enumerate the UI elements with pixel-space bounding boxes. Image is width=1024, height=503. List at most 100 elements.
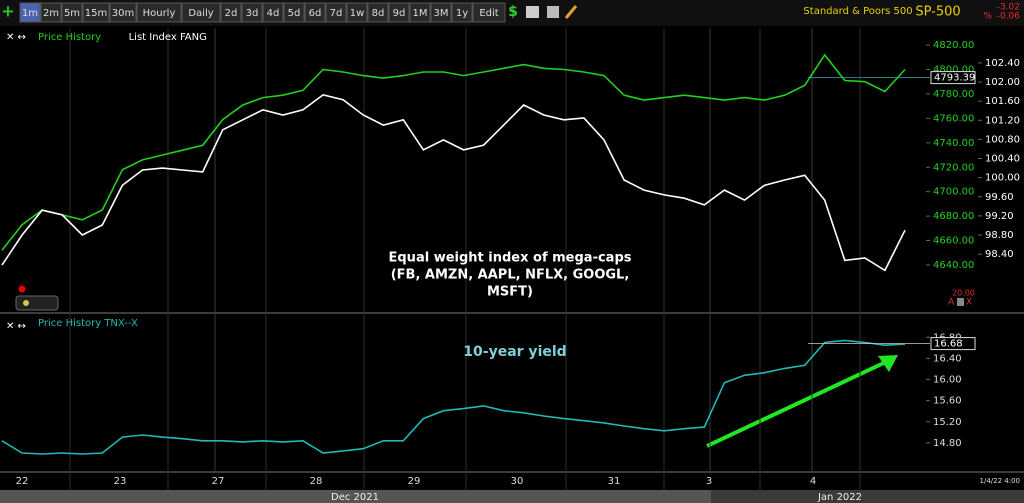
month-label: Dec 2021: [331, 492, 379, 503]
change-pct: -0.06: [997, 12, 1021, 22]
symbol: SP-500: [915, 5, 960, 20]
toolbar-button-label: 6d: [309, 8, 322, 19]
toolbar-button[interactable]: [61, 2, 83, 23]
toolbar-button[interactable]: [367, 2, 389, 23]
annotation: 10-year yield: [463, 344, 566, 360]
y2-tick-label: 98.80: [985, 230, 1014, 241]
toolbar-button[interactable]: [82, 2, 110, 23]
y2-tick-label: 102.40: [985, 58, 1020, 69]
symbol-name: Standard & Poors 500: [803, 6, 912, 17]
toolbar-button-label: 5d: [288, 8, 301, 19]
x-tick-label: 27: [212, 476, 225, 487]
toolbar-button[interactable]: [220, 2, 242, 23]
pencil-icon[interactable]: [564, 5, 578, 19]
toolbar-button-label: 7d: [330, 8, 343, 19]
toolbar-button[interactable]: [283, 2, 305, 23]
toolbar-button[interactable]: [430, 2, 452, 23]
print-icon[interactable]: [526, 6, 539, 18]
corner-mark[interactable]: X: [966, 298, 972, 308]
toolbar-button[interactable]: [181, 2, 221, 23]
toolbar-button[interactable]: [304, 2, 326, 23]
annotation: Equal weight index of mega-caps: [389, 251, 632, 266]
toolbar-button[interactable]: [40, 2, 62, 23]
toolbar-button-label: 2m: [43, 8, 59, 19]
toolbar-button-label: 3d: [246, 8, 259, 19]
toolbar-button-label: 1y: [456, 8, 468, 19]
toolbar-button[interactable]: [409, 2, 431, 23]
toolbar-button[interactable]: [262, 2, 284, 23]
x-tick-label: 30: [511, 476, 524, 487]
x-tick-label: 23: [114, 476, 127, 487]
status-dot: [23, 300, 29, 306]
y-tick-label: 4720.00: [933, 162, 974, 173]
toolbar-button[interactable]: [109, 2, 137, 23]
x-tick-label: 28: [310, 476, 323, 487]
x-tick-label: 22: [16, 476, 29, 487]
toolbar-button-label: 5m: [64, 8, 80, 19]
toolbar-button[interactable]: [325, 2, 347, 23]
y-tick-label: 16.40: [933, 353, 962, 364]
last-value-label: 4793.39: [934, 73, 975, 84]
y-tick-label: 15.20: [933, 417, 962, 428]
y-tick-label: 4660.00: [933, 236, 974, 247]
series-line: [1, 94, 906, 272]
y2-tick-label: 100.80: [985, 134, 1020, 145]
series-line: [1, 53, 906, 251]
y-tick-label: 16.00: [933, 375, 962, 386]
toolbar-button-label: 8d: [372, 8, 385, 19]
toolbar-button-label: 1M: [413, 8, 428, 19]
arrowhead: [878, 355, 898, 372]
month-bar-current: [711, 490, 1024, 503]
toolbar-button-label: 1m: [22, 8, 38, 19]
y-tick-label: 4760.00: [933, 113, 974, 124]
y-tick-label: 4700.00: [933, 187, 974, 198]
toolbar-button[interactable]: [451, 2, 473, 23]
x-tick-label: 3: [706, 476, 712, 487]
arrow: [706, 359, 889, 448]
change-pct-sign: %: [983, 12, 992, 22]
month-label: Jan 2022: [817, 492, 862, 503]
toolbar-button-label: 3M: [434, 8, 449, 19]
toolbar-button-label: Edit: [479, 8, 498, 19]
y-tick-label: 15.60: [933, 396, 962, 407]
toolbar-button-label: 2d: [225, 8, 238, 19]
legend-entry: Price History TNX--X: [38, 318, 138, 329]
toolbar-button-label: 1w: [350, 8, 365, 19]
change: -3.02: [997, 3, 1020, 13]
x-tick-label: 29: [408, 476, 421, 487]
y2-tick-label: 102.00: [985, 77, 1020, 88]
toolbar-button[interactable]: [346, 2, 368, 23]
corner-box: [957, 298, 964, 306]
y-tick-label: 4680.00: [933, 211, 974, 222]
alert-dot: [18, 285, 26, 293]
status-pill[interactable]: [15, 295, 59, 311]
y-tick-label: 4740.00: [933, 138, 974, 149]
y-tick-label: 4640.00: [933, 260, 974, 271]
y2-tick-label: 100.00: [985, 173, 1020, 184]
dollar-icon[interactable]: $: [508, 4, 518, 20]
toolbar-button[interactable]: [472, 2, 506, 23]
legend-entry: List Index FANG: [129, 32, 207, 43]
close-icon[interactable]: ✕ ↔: [6, 32, 26, 43]
y-tick-label: 14.80: [933, 438, 962, 449]
toolbar-button-label: Hourly: [143, 8, 176, 19]
toolbar-button[interactable]: [388, 2, 410, 23]
add-icon[interactable]: +: [1, 2, 14, 21]
y2-tick-label: 101.60: [985, 96, 1020, 107]
close-icon[interactable]: ✕ ↔: [6, 321, 26, 332]
toolbar-button[interactable]: [19, 2, 41, 23]
y2-tick-label: 101.20: [985, 115, 1020, 126]
toolbar-button[interactable]: [241, 2, 263, 23]
y2-tick-label: 99.20: [985, 211, 1014, 222]
corner-mark[interactable]: A: [948, 298, 955, 308]
toolbar-button-label: Daily: [188, 8, 213, 19]
y2-tick-label: 99.60: [985, 192, 1014, 203]
series-line: [1, 339, 906, 455]
toolbar-button[interactable]: [136, 2, 182, 23]
settings-icon[interactable]: [547, 6, 559, 18]
y2-tick-label: 98.40: [985, 249, 1014, 260]
toolbar-button-label: 15m: [85, 8, 107, 19]
annotation: (FB, AMZN, AAPL, NFLX, GOOGL,: [391, 268, 630, 283]
y-tick-label: 4820.00: [933, 40, 974, 51]
